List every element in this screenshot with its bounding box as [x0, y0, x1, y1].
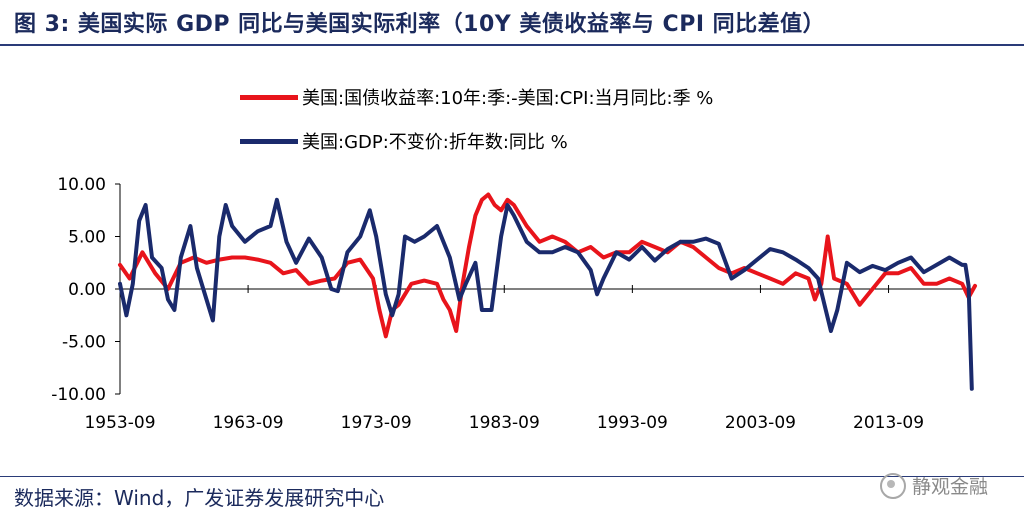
watermark-text: 静观金融	[911, 476, 988, 498]
legend-swatch-real-rate	[240, 94, 298, 100]
x-tick-label: 1953-09	[84, 413, 155, 433]
legend: 美国:国债收益率:10年:季:-美国:CPI:当月同比:季 % 美国:GDP:不…	[240, 82, 713, 170]
y-tick-label: 0.00	[68, 280, 106, 300]
x-tick-label: 2003-09	[725, 413, 796, 433]
legend-item-gdp: 美国:GDP:不变价:折年数:同比 %	[240, 126, 713, 156]
x-tick-label: 2013-09	[853, 413, 924, 433]
legend-swatch-gdp	[240, 138, 298, 144]
legend-label-real-rate: 美国:国债收益率:10年:季:-美国:CPI:当月同比:季 %	[302, 88, 714, 109]
legend-label-gdp: 美国:GDP:不变价:折年数:同比 %	[302, 132, 568, 153]
series-line-gdp	[118, 197, 974, 391]
legend-item-real-rate: 美国:国债收益率:10年:季:-美国:CPI:当月同比:季 %	[240, 82, 713, 112]
y-tick-label: 5.00	[68, 228, 106, 248]
series-line-real-rate	[118, 192, 977, 339]
line-chart: 10.00 5.00 0.00 -5.00 -10.00 1953-09 1963-09 19…	[51, 175, 977, 433]
chart-title: 图 3: 美国实际 GDP 同比与美国实际利率（10Y 美债收益率与 CPI 同…	[14, 12, 826, 37]
y-tick-label: 10.00	[57, 175, 106, 195]
watermark: 静观金融	[879, 472, 988, 499]
y-tick-label: -5.00	[62, 333, 106, 353]
top-rule	[0, 44, 1024, 46]
y-tick-label: -10.00	[51, 385, 106, 405]
x-tick-label: 1993-09	[597, 413, 668, 433]
x-tick-label: 1963-09	[213, 413, 284, 433]
bottom-rule	[0, 476, 1024, 477]
x-tick-label: 1983-09	[469, 413, 540, 433]
wechat-icon	[879, 472, 906, 499]
x-tick-label: 1973-09	[341, 413, 412, 433]
data-source: 数据来源：Wind，广发证券发展研究中心	[14, 486, 385, 510]
